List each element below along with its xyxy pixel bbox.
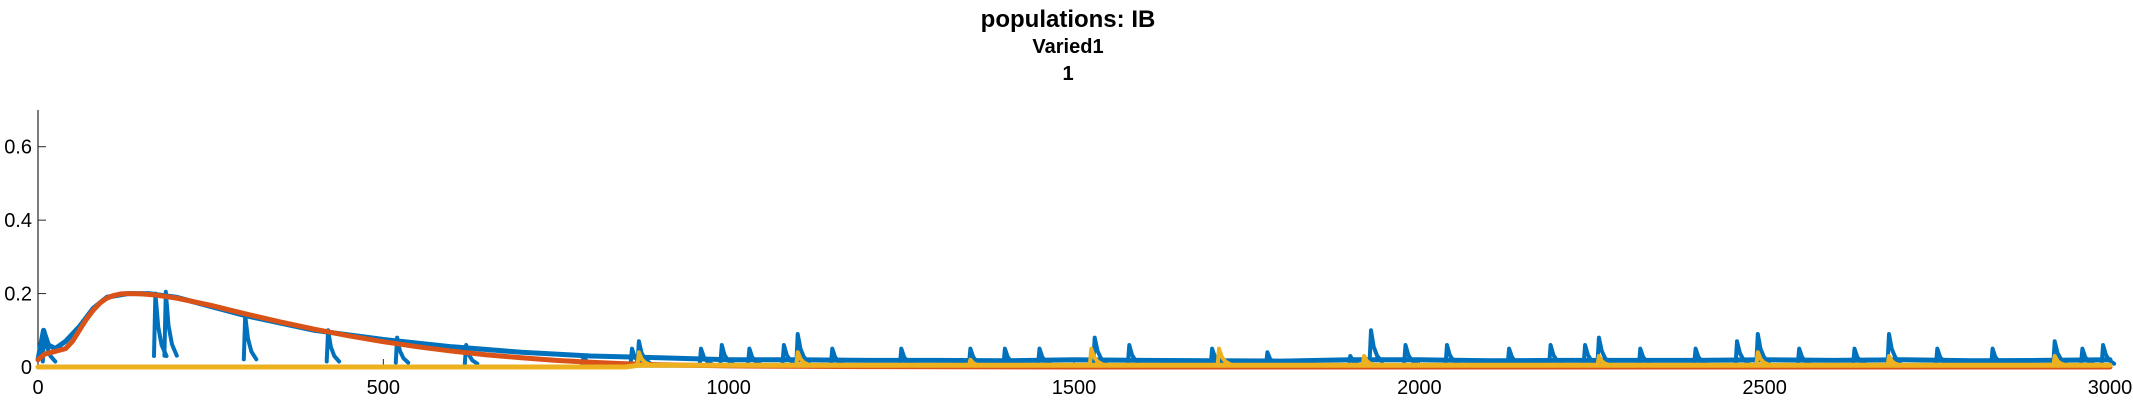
series-spike [241,313,259,362]
series-spike [1215,346,1233,367]
series-spike [1208,346,1226,367]
series-spike [1036,346,1053,367]
series-spike [794,350,811,367]
series-spike [1989,346,2006,367]
series-spike [1637,346,1654,367]
series-spike [1367,328,1384,364]
series-spike [1360,354,1378,368]
series-spike [1851,346,1868,367]
series-spike [635,339,652,366]
x-tick-label: 0 [32,377,43,399]
series-spike [162,289,179,358]
series-spike [967,346,984,367]
series-spike [1087,346,1105,367]
series-spike [718,343,735,366]
series-spike [1692,346,1709,367]
x-tick-label: 1000 [706,377,751,399]
chart-title: populations: IB [981,6,1156,33]
series-spike [1754,350,1771,367]
series-spike [1885,354,1902,368]
series-spike [635,350,652,367]
series-spike [967,357,984,368]
series-spike [828,346,846,367]
series-spike [324,328,342,364]
x-tick-label: 500 [367,377,400,399]
series-spike [1595,354,1612,368]
series-spike [898,346,915,367]
x-tick-label: 3000 [2088,377,2133,399]
chart-subtitle: Varied1 [1032,36,1103,58]
series-spike [746,346,763,367]
series-spike [697,346,715,367]
x-tick-label: 2500 [1742,377,1787,399]
series-spike [2051,354,2068,368]
y-tick-label: 0.6 [4,137,32,159]
series-spike [1402,343,1419,366]
series-spike [1125,343,1143,366]
series-spike [2051,339,2068,366]
series-spike [2099,343,2117,366]
series-spike [794,332,811,364]
y-tick-label: 0.4 [4,210,32,232]
x-tick-label: 2000 [1397,377,1442,399]
series-spike [1581,343,1599,366]
plot-area: 0 500 1000 1500 2000 2500 3000 0 0.2 0.4 0.6 [4,110,2132,399]
series-spike [1001,346,1018,367]
series-spike [40,328,58,364]
series-spike [1505,346,1523,367]
series-spike [780,343,797,366]
chart-subtitle-2: 1 [1062,63,1073,85]
series-line [35,362,2113,370]
series-spike [1795,346,1813,367]
series-spike [1934,346,1951,367]
y-tick-label: 0 [21,357,32,379]
series-spike [1754,332,1771,364]
series-spike [1443,343,1460,366]
series-spike [1733,339,1751,366]
series-spike [2079,346,2096,367]
series-spike [1547,343,1564,366]
series-spike [1595,335,1612,365]
series-spike [1091,335,1108,365]
x-tick-label: 1500 [1052,377,1097,399]
y-tick-label: 0.2 [4,284,32,306]
series-spike [1885,332,1902,364]
